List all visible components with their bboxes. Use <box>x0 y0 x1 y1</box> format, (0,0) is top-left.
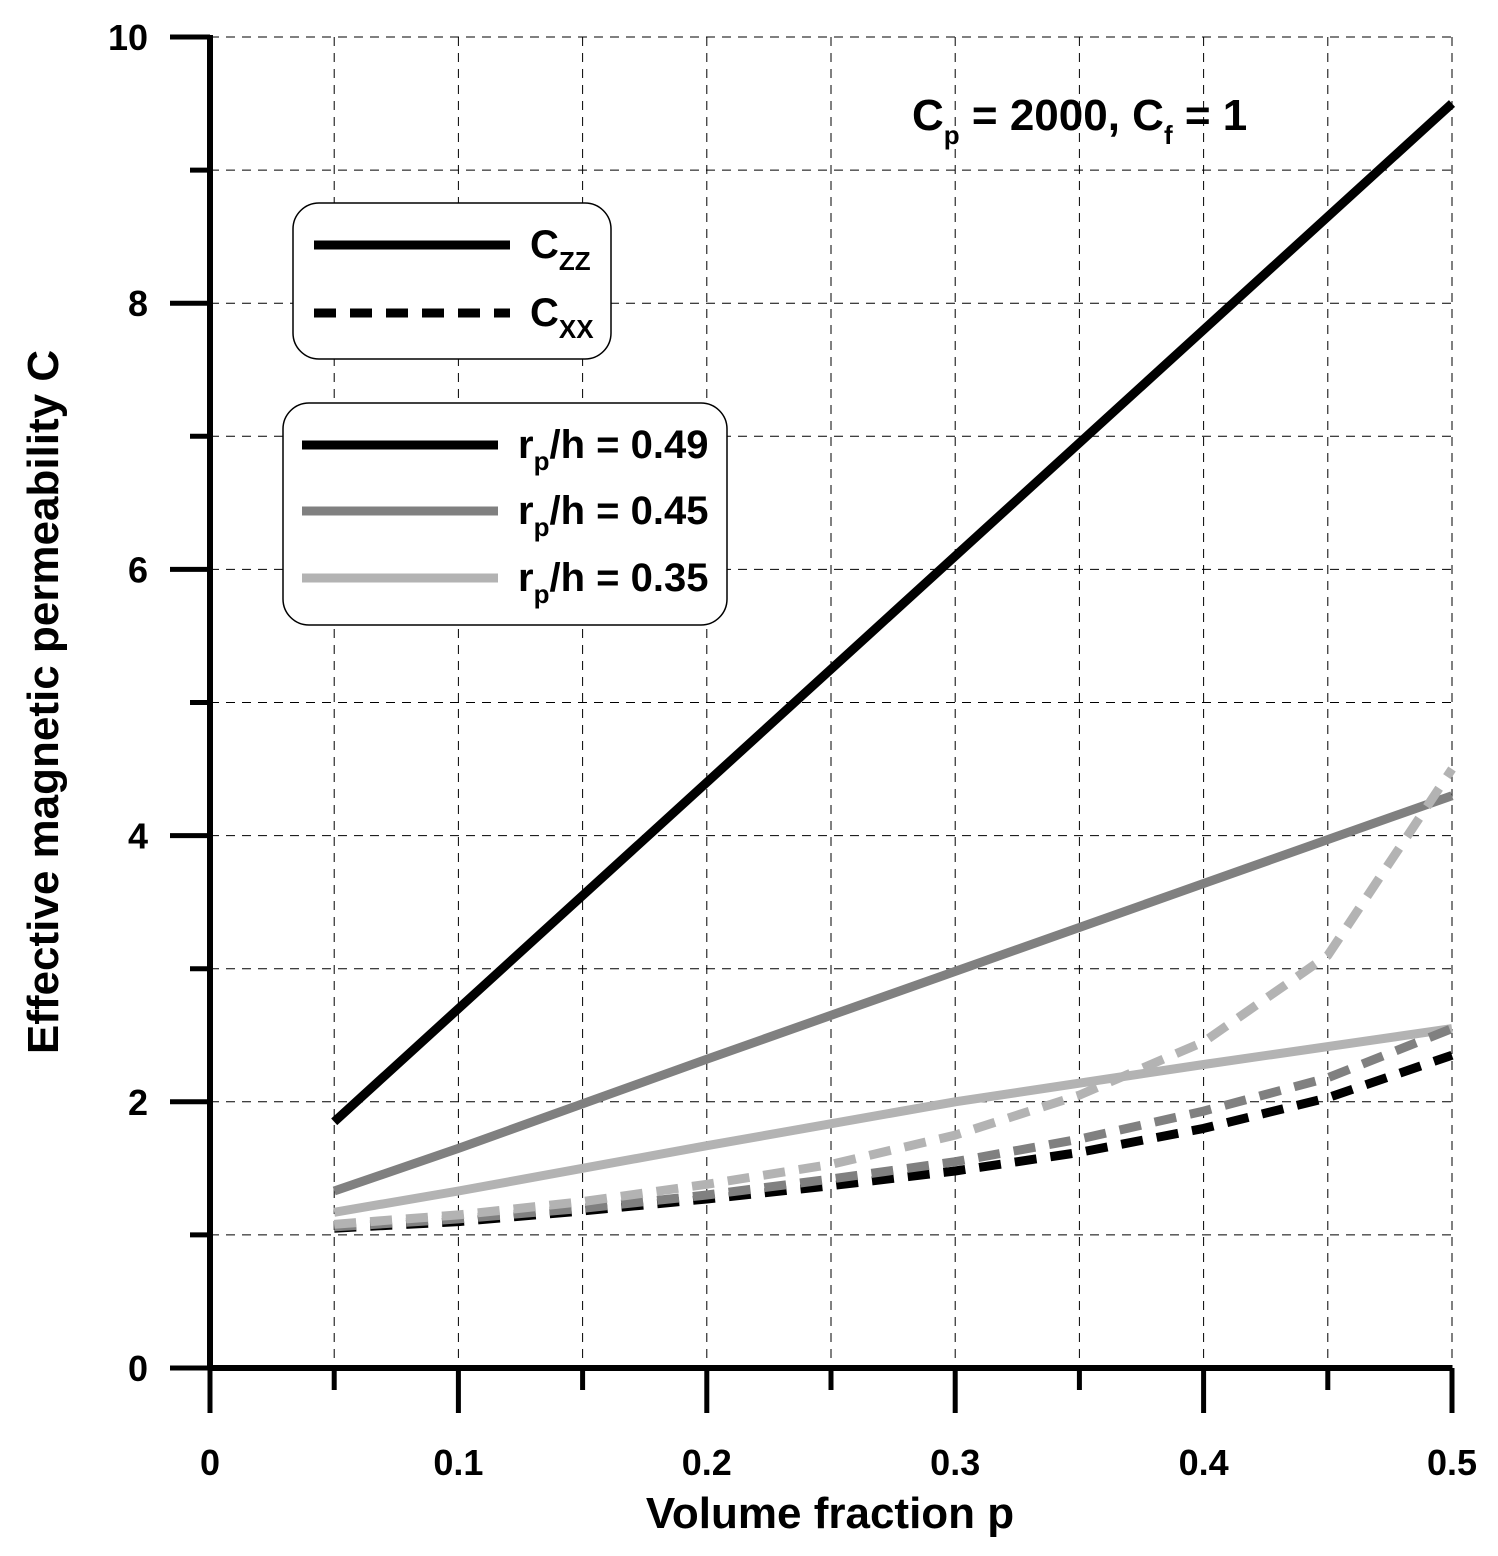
y-tick-label: 2 <box>128 1082 148 1123</box>
legend-label-035: rp/h = 0.35 <box>518 556 708 609</box>
legend-line-style: CZZ CXX <box>292 202 612 360</box>
legend-ratio-box <box>282 402 728 626</box>
series-group <box>331 100 1456 1233</box>
legend-label-045: rp/h = 0.45 <box>518 489 708 542</box>
legend-label-czz: CZZ <box>530 223 591 276</box>
legend-label-cxx: CXX <box>530 291 594 344</box>
y-tick-label: 10 <box>108 17 148 58</box>
y-tick-label: 4 <box>128 816 148 857</box>
y-tick-label: 0 <box>128 1348 148 1389</box>
tick-labels: 0 0.1 0.2 0.3 0.4 0.5 0 2 4 6 8 10 <box>108 17 1477 1483</box>
axes <box>170 34 1455 1413</box>
x-axis-title: Volume fraction p <box>646 1489 1014 1538</box>
series-line-1 <box>332 791 1454 1196</box>
x-tick-label: 0.3 <box>930 1442 980 1483</box>
x-tick-label: 0.4 <box>1179 1442 1229 1483</box>
series-line-2 <box>333 1024 1453 1217</box>
y-tick-label: 8 <box>128 283 148 324</box>
x-tick-label: 0 <box>200 1442 220 1483</box>
x-tick-label: 0.2 <box>682 1442 732 1483</box>
legend-label-049: rp/h = 0.49 <box>518 423 708 476</box>
series-line-0 <box>331 100 1456 1126</box>
parameter-annotation: Cp = 2000, Cf = 1 <box>912 91 1247 150</box>
y-tick-label: 6 <box>128 549 148 590</box>
series-line-4 <box>333 1024 1454 1232</box>
x-tick-label: 0.1 <box>433 1442 483 1483</box>
x-tick-label: 0.5 <box>1427 1442 1477 1483</box>
y-axis-title: Effective magnetic permeability C <box>19 350 68 1054</box>
series-line-5 <box>333 766 1456 1229</box>
legend-ratio: rp/h = 0.49 rp/h = 0.45 rp/h = 0.35 <box>282 402 728 626</box>
series-line-3 <box>333 1050 1454 1233</box>
